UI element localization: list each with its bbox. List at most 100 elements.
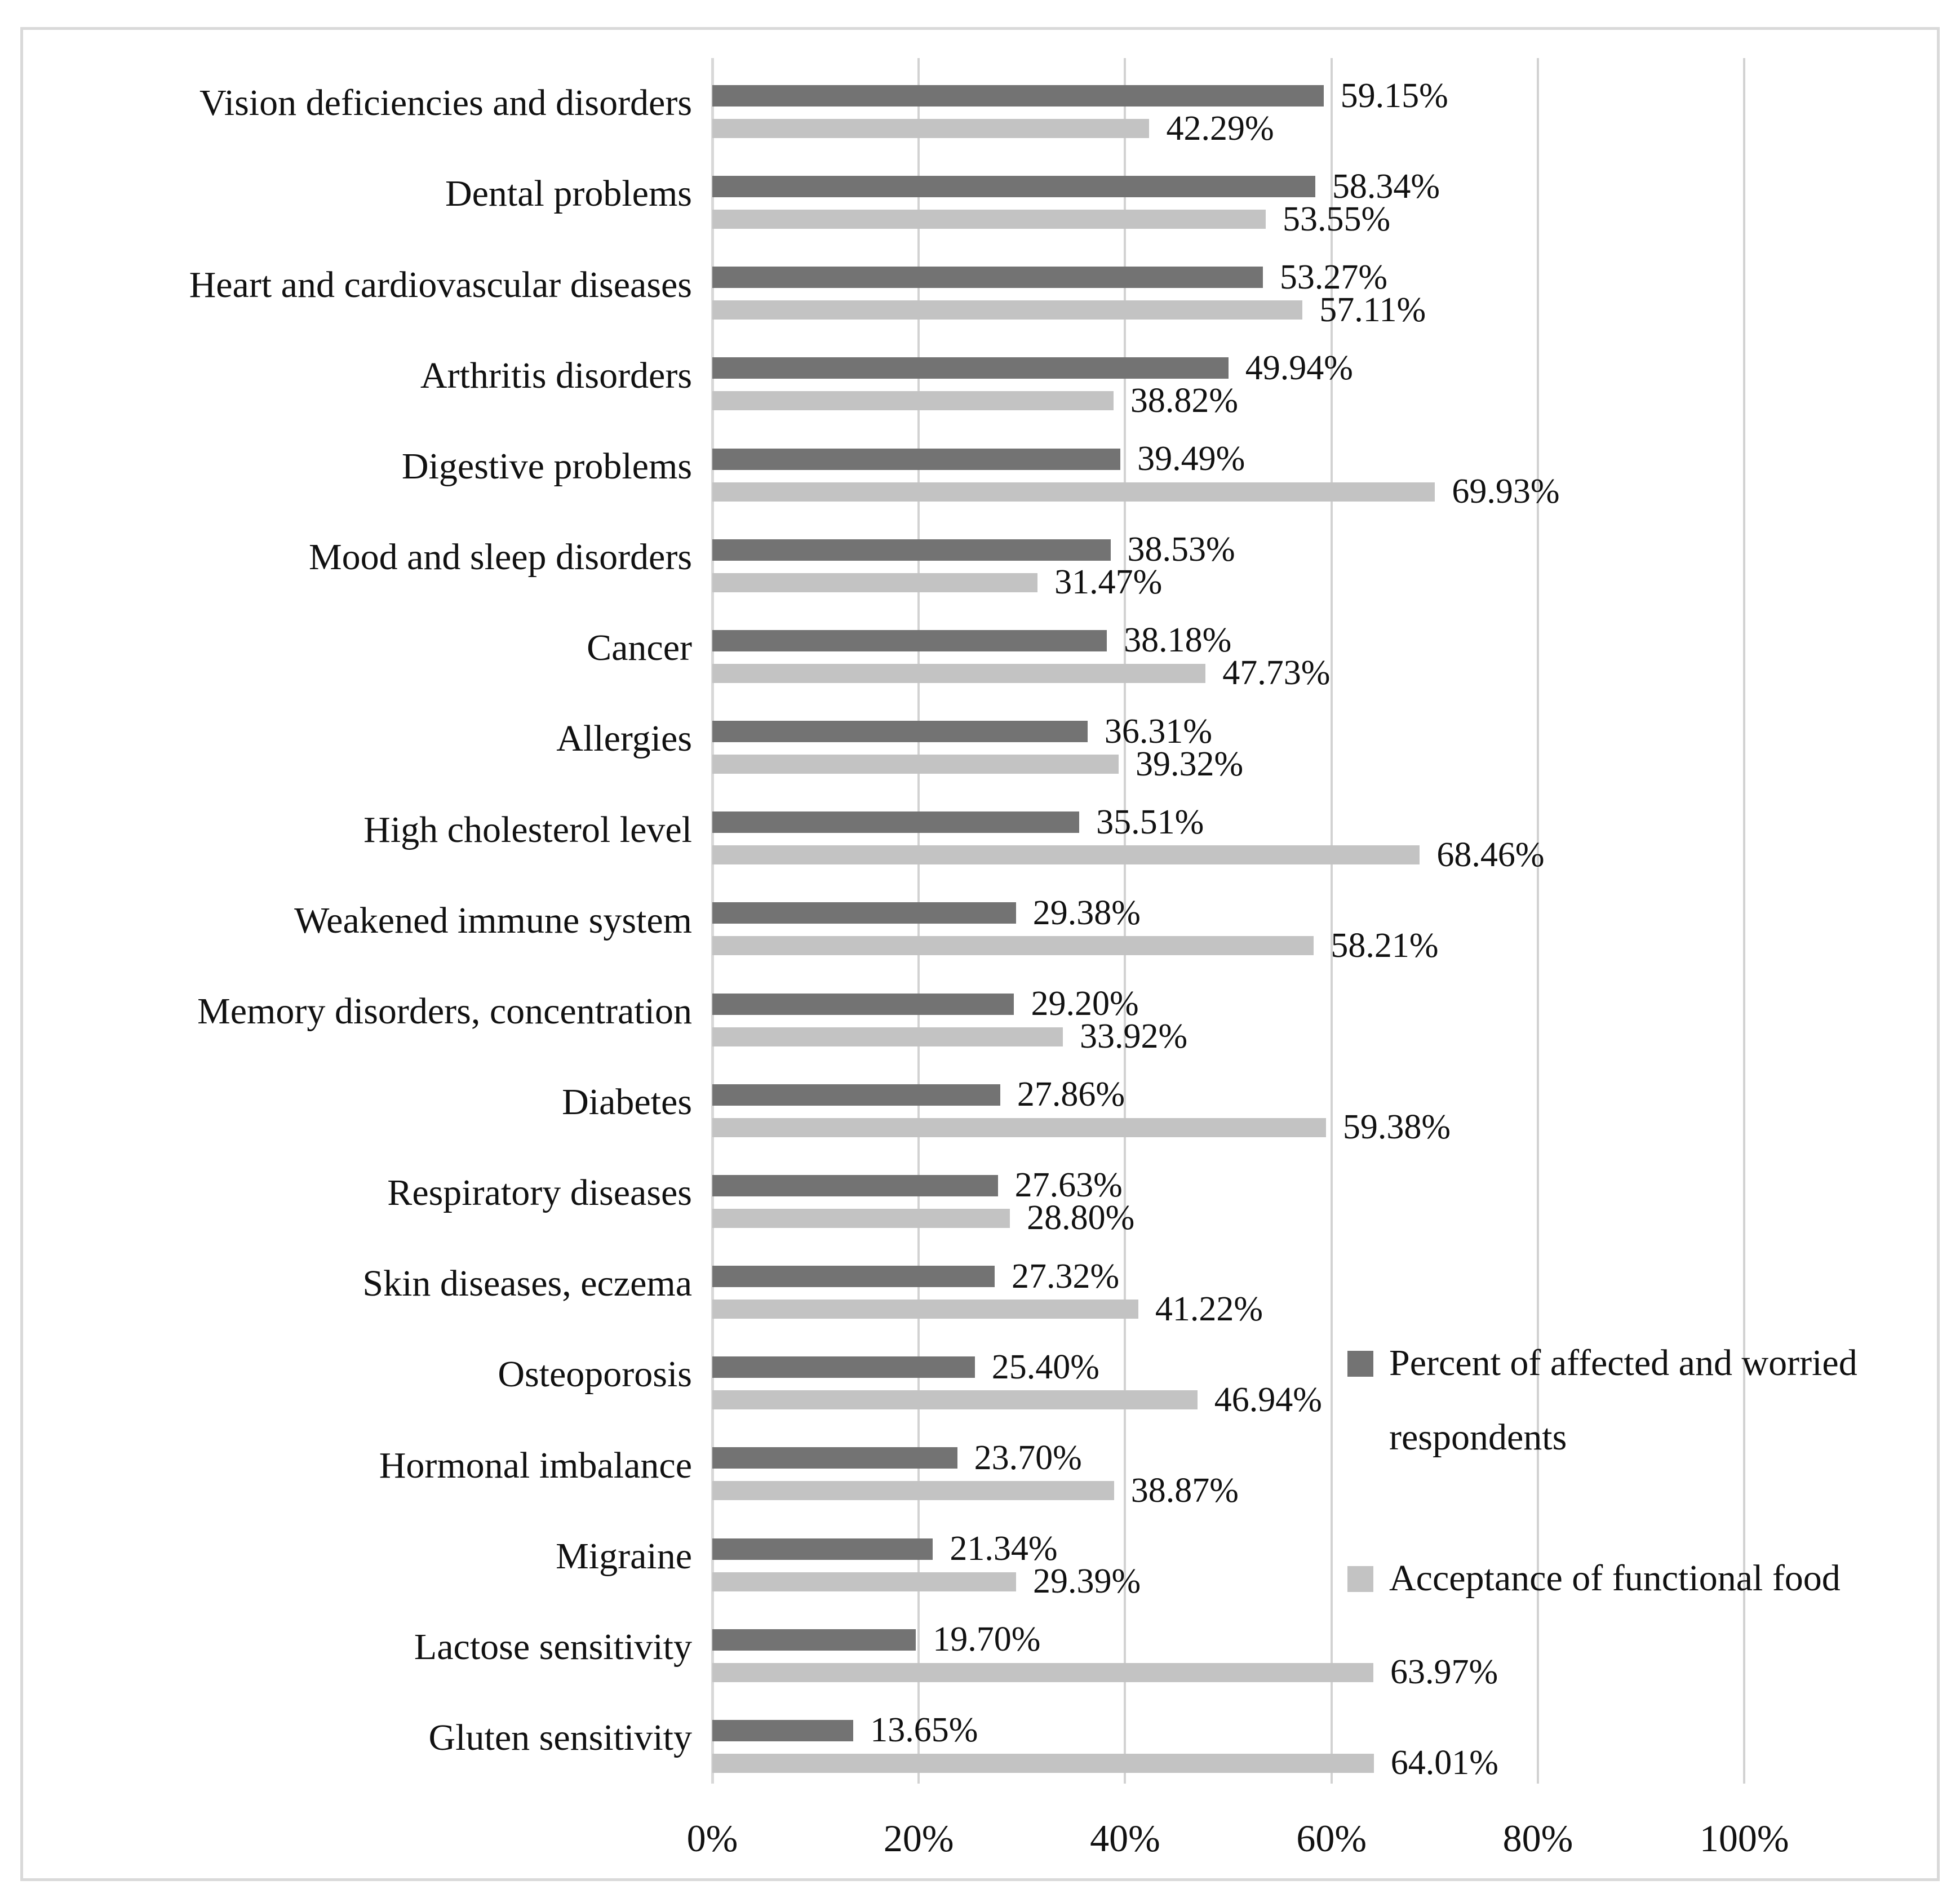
bar-affected (712, 267, 1263, 289)
category-row: Weakened immune system 29.38% 58.21% (23, 875, 1937, 966)
category-label: Digestive problems (401, 445, 692, 487)
bar-line: 42.29% (712, 109, 1937, 148)
category-label: Osteoporosis (498, 1354, 692, 1395)
bar-acceptance (712, 755, 1119, 774)
row-bars-area: 35.51% 68.46% (712, 784, 1937, 875)
value-label: 23.70% (974, 1438, 1082, 1477)
category-row: Osteoporosis 25.40% 46.94% (23, 1329, 1937, 1420)
bar-affected (712, 539, 1111, 561)
category-row: Allergies 36.31% 39.32% (23, 694, 1937, 784)
value-label: 39.32% (1136, 744, 1244, 783)
bar-line: 38.53% (712, 530, 1937, 569)
row-bars-area: 53.27% 57.11% (712, 240, 1937, 330)
value-label: 35.51% (1096, 802, 1204, 841)
x-axis-tick: 0% (686, 1817, 738, 1860)
bar-line: 21.34% (712, 1529, 1937, 1568)
category-row: Migraine 21.34% 29.39% (23, 1511, 1937, 1602)
category-row: Memory disorders, concentration 29.20% 33.… (23, 966, 1937, 1057)
value-label: 29.20% (1031, 985, 1139, 1023)
gridline-60 (1330, 58, 1333, 1784)
bar-line: 39.32% (712, 745, 1937, 783)
value-label: 64.01% (1390, 1744, 1498, 1782)
bar-affected (712, 1538, 933, 1560)
legend-item-acceptance: Acceptance of functional food (1347, 1541, 1917, 1616)
bar-acceptance (712, 1390, 1198, 1410)
bar-line: 59.38% (712, 1108, 1937, 1146)
category-row: Arthritis disorders 49.94% 38.82% (23, 330, 1937, 421)
bar-acceptance (712, 1208, 1010, 1228)
category-label: Hormonal imbalance (379, 1444, 692, 1486)
bar-affected (712, 1629, 916, 1651)
category-label: Lactose sensitivity (414, 1626, 692, 1668)
value-label: 38.87% (1130, 1471, 1239, 1510)
row-bars-area: 49.94% 38.82% (712, 330, 1937, 421)
bar-acceptance (712, 845, 1420, 865)
bar-line: 58.21% (712, 926, 1937, 965)
row-bars-area: 58.34% 53.55% (712, 149, 1937, 240)
bar-affected (712, 811, 1080, 833)
value-label: 27.63% (1014, 1166, 1123, 1205)
row-bars-area: 38.53% 31.47% (712, 512, 1937, 603)
category-row: Hormonal imbalance 23.70% 38.87% (23, 1420, 1937, 1511)
value-label: 47.73% (1222, 654, 1331, 693)
bar-affected (712, 1447, 957, 1469)
value-label: 27.32% (1011, 1257, 1120, 1296)
bar-line: 69.93% (712, 472, 1937, 511)
category-label: Arthritis disorders (420, 354, 692, 396)
bar-acceptance (712, 1753, 1374, 1773)
row-bars-area: 13.65% 64.01% (712, 1693, 1937, 1784)
category-row: Vision deficiencies and disorders 59.15% 4… (23, 58, 1937, 149)
bar-line: 33.92% (712, 1017, 1937, 1056)
value-label: 38.18% (1124, 621, 1232, 660)
value-label: 57.11% (1319, 290, 1426, 329)
bar-acceptance (712, 300, 1303, 320)
x-axis-tick: 80% (1502, 1817, 1573, 1860)
category-label: Memory disorders, concentration (197, 990, 692, 1032)
bar-affected (712, 1174, 998, 1196)
bar-acceptance (712, 1117, 1326, 1137)
gridline-100 (1743, 58, 1746, 1784)
value-label: 13.65% (870, 1711, 978, 1750)
bar-line: 38.18% (712, 621, 1937, 659)
bar-line: 36.31% (712, 712, 1937, 751)
legend-label-acceptance: Acceptance of functional food (1389, 1558, 1841, 1599)
row-bars-area: 27.86% 59.38% (712, 1057, 1937, 1148)
x-axis: 0% 20% 40% 60% 80% 100% (687, 1816, 1935, 1873)
bar-acceptance (712, 573, 1038, 592)
category-label: Respiratory diseases (387, 1172, 692, 1214)
bar-line: 63.97% (712, 1653, 1937, 1691)
value-label: 58.34% (1332, 167, 1440, 206)
bar-line: 68.46% (712, 836, 1937, 874)
bar-line: 38.87% (712, 1471, 1937, 1510)
value-label: 46.94% (1214, 1380, 1322, 1419)
gridline-40 (1124, 58, 1127, 1784)
bar-affected (712, 721, 1088, 743)
bar-line: 29.38% (712, 894, 1937, 932)
bar-line: 39.49% (712, 440, 1937, 478)
bar-acceptance (712, 482, 1435, 502)
value-label: 31.47% (1054, 563, 1163, 602)
bar-affected (712, 629, 1107, 651)
bar-line: 27.86% (712, 1075, 1937, 1114)
category-label: Dental problems (445, 173, 692, 215)
value-label: 36.31% (1104, 712, 1212, 751)
bar-affected (712, 993, 1014, 1015)
row-bars-area: 27.63% 28.80% (712, 1148, 1937, 1239)
bar-acceptance (712, 210, 1266, 229)
row-bars-area: 19.70% 63.97% (712, 1602, 1937, 1693)
value-label: 29.38% (1032, 893, 1141, 932)
row-bars-area: 39.49% 69.93% (712, 422, 1937, 512)
bar-line: 57.11% (712, 291, 1937, 329)
category-row: Digestive problems 39.49% 69.93% (23, 422, 1937, 512)
category-label: Allergies (556, 718, 692, 760)
value-label: 53.27% (1279, 258, 1387, 296)
value-label: 27.86% (1017, 1075, 1125, 1114)
category-label: Heart and cardiovascular diseases (189, 264, 692, 305)
bar-line: 29.39% (712, 1562, 1937, 1600)
row-bars-area: 21.34% 29.39% (712, 1511, 1937, 1602)
legend-label-affected: Percent of affected and worried responde… (1389, 1342, 1857, 1458)
category-row: Respiratory diseases 27.63% 28.80% (23, 1148, 1937, 1239)
x-axis-tick: 40% (1090, 1817, 1160, 1860)
category-row: Cancer 38.18% 47.73% (23, 603, 1937, 694)
value-label: 19.70% (933, 1620, 1041, 1659)
